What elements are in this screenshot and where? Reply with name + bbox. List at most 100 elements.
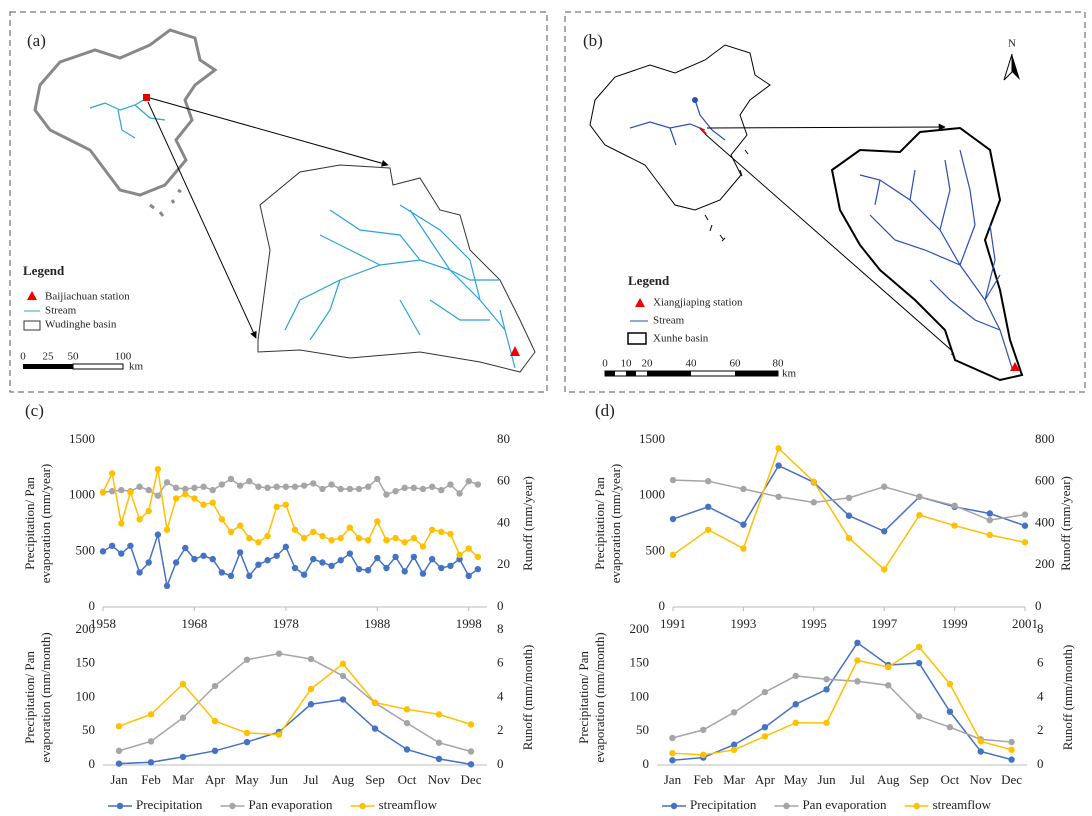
- data-point: [705, 526, 712, 533]
- chart: (d) 0 500 1000 1500 0 200 400 600 800 1991 1993 1995…: [592, 401, 1073, 631]
- y2-tick-label: 2: [497, 722, 504, 737]
- data-point: [264, 532, 271, 540]
- x-tick-label: 1968: [181, 616, 207, 631]
- data-point: [339, 696, 347, 703]
- data-point: [218, 516, 226, 523]
- y-tick-label: 0: [659, 598, 666, 613]
- data-point: [310, 480, 317, 487]
- y-tick-label: 200: [76, 621, 96, 636]
- data-point: [810, 478, 817, 485]
- data-point: [403, 706, 411, 713]
- y2-tick-label: 4: [497, 688, 504, 703]
- x-tick-label: 1988: [364, 616, 390, 631]
- x-tick-label: Jan: [664, 772, 682, 787]
- data-point: [115, 722, 123, 730]
- data-point: [154, 492, 162, 499]
- legend-text: streamflow: [933, 797, 992, 812]
- data-point: [700, 751, 707, 759]
- data-point: [383, 564, 390, 572]
- data-point: [792, 672, 799, 680]
- data-point: [282, 543, 290, 551]
- data-point: [319, 532, 326, 540]
- data-point: [374, 475, 381, 483]
- data-point: [211, 747, 219, 755]
- data-point: [438, 528, 445, 536]
- data-point: [854, 657, 861, 664]
- china-outline: [33, 28, 218, 197]
- arrow: [704, 133, 959, 357]
- y-axis-label: evaporation (mm/month): [38, 632, 53, 762]
- data-point: [669, 734, 676, 742]
- islands: [149, 188, 182, 217]
- data-point: [428, 555, 436, 563]
- data-point: [881, 483, 888, 490]
- scale-bar: [72, 363, 124, 370]
- data-point: [951, 522, 958, 529]
- x-tick-label: Sep: [365, 772, 385, 787]
- data-point: [182, 485, 189, 493]
- data-point: [410, 534, 418, 542]
- data-point: [218, 569, 226, 576]
- data-point: [1008, 738, 1015, 746]
- data-point: [1021, 522, 1029, 529]
- data-point: [163, 582, 171, 590]
- y-tick-label: 150: [630, 655, 650, 670]
- data-point: [246, 477, 253, 485]
- series-line: [118, 652, 472, 753]
- scale-label: 20: [642, 358, 654, 370]
- data-point: [438, 564, 445, 572]
- data-point: [986, 516, 993, 524]
- data-point: [319, 485, 326, 493]
- data-point: [916, 493, 923, 500]
- data-point: [474, 481, 482, 488]
- data-point: [447, 562, 454, 570]
- y-tick-label: 100: [76, 688, 96, 703]
- data-point: [145, 486, 152, 494]
- legend-text: Xunhe basin: [653, 333, 709, 345]
- data-point: [1008, 746, 1015, 754]
- data-point: [761, 733, 769, 740]
- y2-tick-label: 0: [497, 756, 504, 771]
- y-tick-label: 1000: [639, 487, 665, 502]
- data-point: [108, 470, 116, 477]
- y2-tick-label: 0: [497, 598, 504, 613]
- data-point: [99, 488, 107, 496]
- basin-streams: [284, 204, 516, 369]
- legend-text: Pan evaporation: [802, 797, 887, 812]
- data-point: [291, 564, 299, 572]
- data-point: [371, 725, 379, 732]
- y2-axis-label: Runoff (mm/year): [520, 476, 535, 571]
- data-point: [669, 551, 677, 559]
- x-tick-label: Sep: [909, 772, 929, 787]
- data-point: [823, 719, 830, 727]
- station-mark: [699, 127, 707, 135]
- x-tick-label: 1999: [942, 616, 968, 631]
- data-point: [669, 749, 676, 757]
- data-point: [761, 724, 769, 731]
- data-point: [410, 484, 418, 492]
- data-point: [885, 663, 892, 671]
- station-mark: [510, 346, 520, 356]
- y-axis-label: evaporation (mm/year): [38, 464, 53, 583]
- data-point: [435, 755, 443, 763]
- data-point: [419, 485, 427, 493]
- data-point: [435, 711, 443, 718]
- data-point: [761, 688, 769, 696]
- x-tick-label: 1958: [90, 616, 116, 631]
- series-line: [118, 662, 472, 736]
- scale-bar: [735, 371, 778, 376]
- data-point: [465, 572, 472, 580]
- data-point: [200, 552, 207, 559]
- data-point: [282, 501, 290, 508]
- x-tick-label: 1998: [456, 616, 482, 631]
- data-point: [438, 486, 445, 494]
- data-point: [700, 726, 707, 734]
- legend-text: Baijiachuan station: [45, 291, 130, 303]
- legend-marker: [359, 802, 366, 810]
- data-point: [300, 482, 308, 489]
- y2-tick-label: 0: [1035, 598, 1042, 613]
- data-point: [392, 534, 399, 542]
- data-point: [845, 494, 853, 502]
- legend-text: Precipitation: [690, 797, 757, 812]
- data-point: [172, 484, 180, 492]
